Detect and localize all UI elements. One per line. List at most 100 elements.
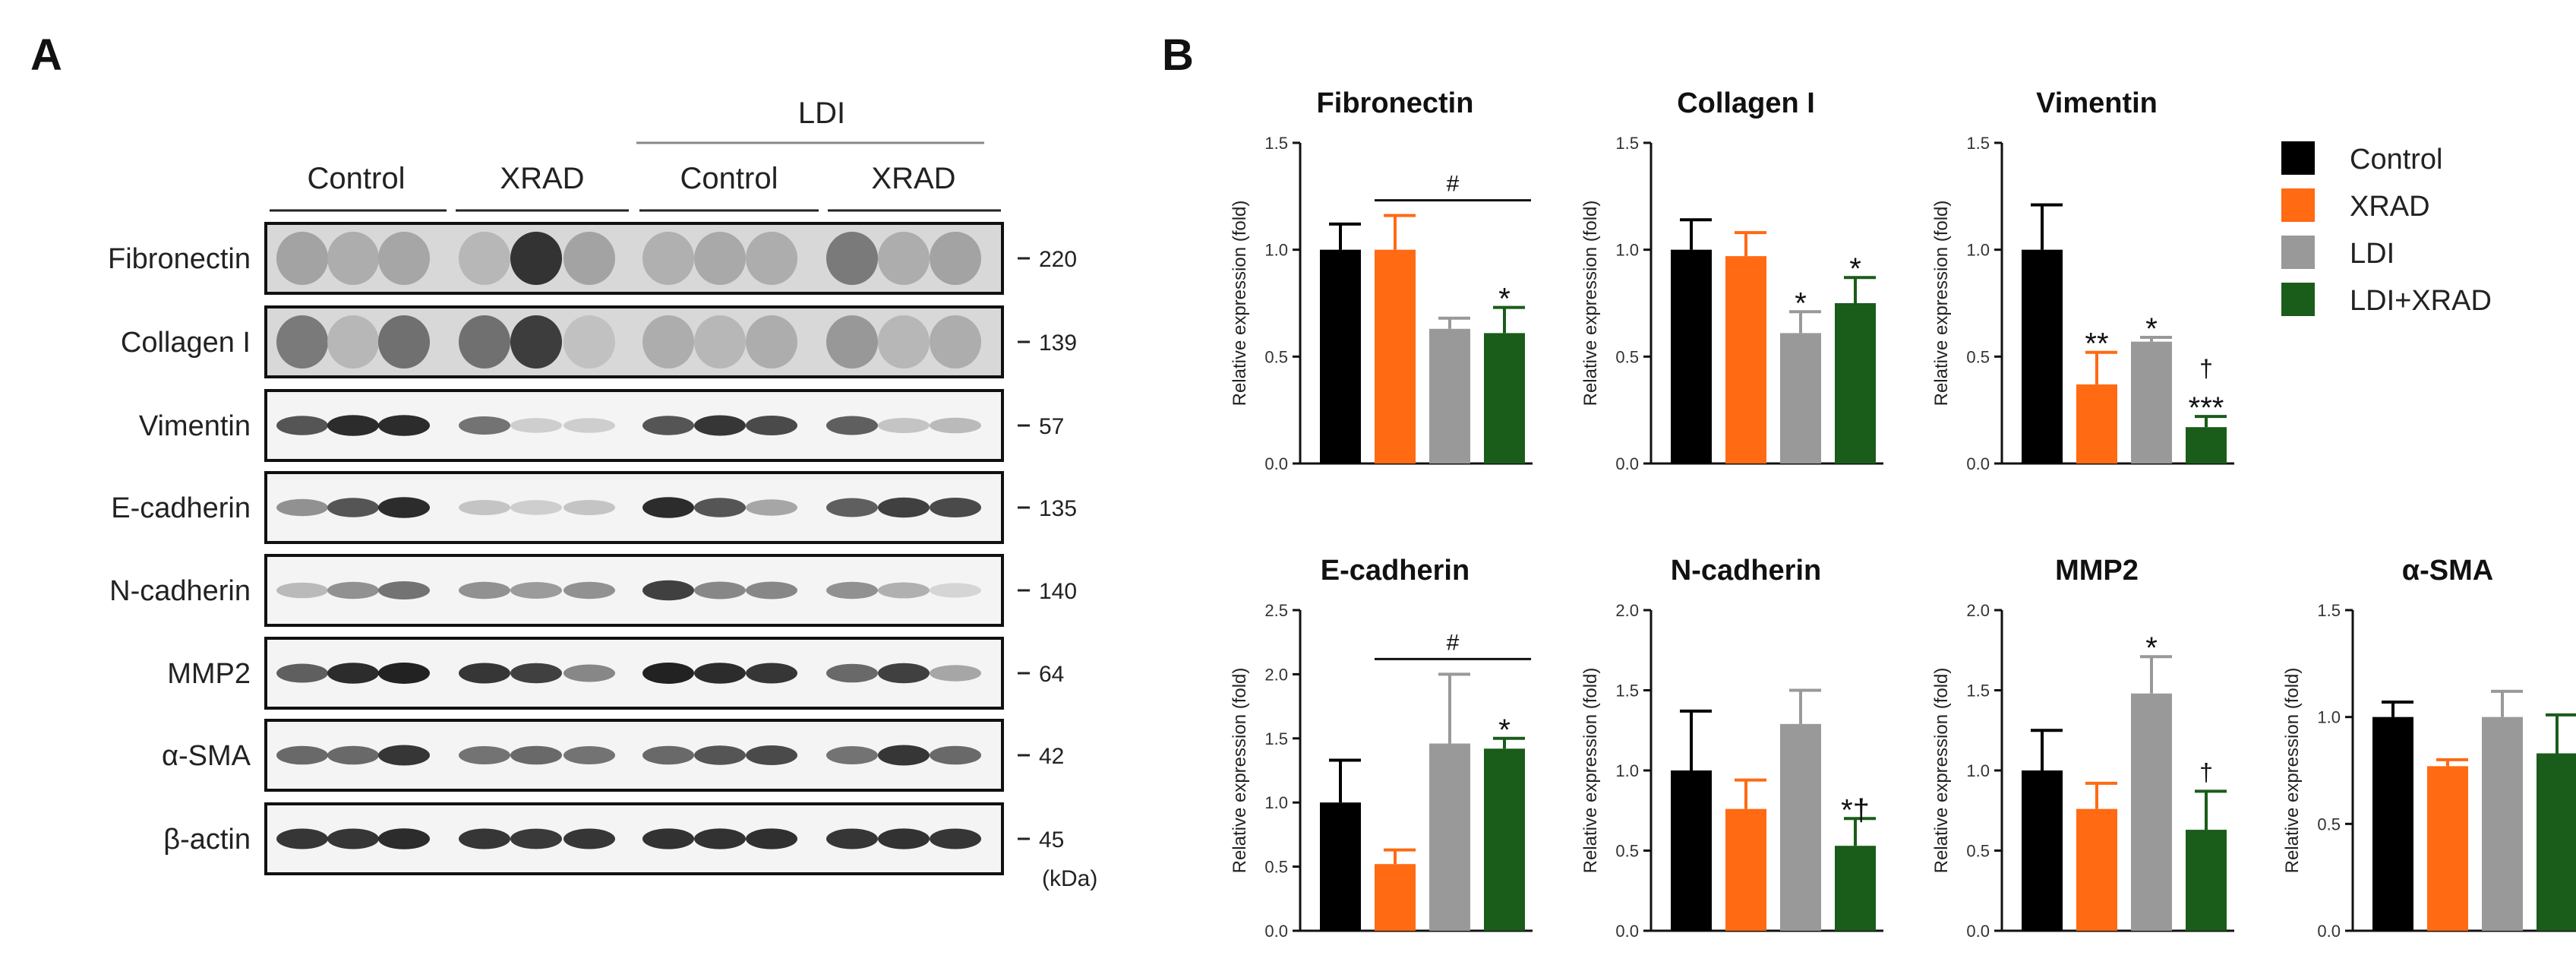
blot-band — [327, 663, 379, 684]
significance-mark: † — [2199, 355, 2213, 382]
y-tick-label: 1.5 — [1615, 682, 1639, 701]
blot-band — [930, 498, 981, 517]
significance-mark: * — [1498, 713, 1511, 747]
legend: Control XRAD LDI LDI+XRAD — [2281, 141, 2492, 317]
blot-band — [694, 828, 746, 849]
blot-band — [459, 746, 510, 764]
bar-chart: Fibronectin Relative expression (fold) 0.0… — [1230, 87, 1533, 473]
y-tick-label: 0.0 — [1615, 922, 1639, 941]
blot-band — [930, 315, 981, 369]
blot-band — [564, 828, 615, 849]
y-tick-label: 1.5 — [1264, 729, 1288, 748]
bar — [2186, 427, 2227, 463]
blot-kda-unit: (kDa) — [1042, 866, 1097, 891]
blot-band — [930, 417, 981, 434]
blot-band — [694, 415, 746, 436]
blot-band — [276, 582, 328, 599]
legend-label: LDI — [2350, 238, 2394, 270]
bar — [1429, 328, 1470, 463]
blot-band — [510, 315, 562, 369]
blot-kda-label: 220 — [1039, 247, 1077, 272]
bar-chart: Collagen I Relative expression (fold) 0.0 0… — [1580, 87, 1883, 473]
chart-title: N-cadherin — [1671, 555, 1821, 587]
blot-band — [378, 663, 430, 684]
blot-band — [642, 745, 694, 765]
blot-band — [878, 315, 930, 369]
blot-band — [694, 315, 746, 369]
y-tick-label: 0.5 — [1615, 347, 1639, 366]
blot-band — [327, 828, 379, 849]
bar — [1484, 333, 1525, 463]
blot-kda-label: 45 — [1039, 827, 1064, 853]
blot-band — [642, 663, 694, 684]
chart-title: Collagen I — [1677, 87, 1815, 119]
y-tick-label: 0.5 — [1264, 347, 1288, 366]
y-tick-label: 0.5 — [1966, 347, 1990, 366]
panel-label-b: B — [1162, 30, 1194, 80]
y-tick-label: 2.0 — [1615, 601, 1639, 620]
blot-band — [826, 498, 878, 517]
y-tick-label: 0.0 — [1264, 454, 1288, 473]
blot-row-label: MMP2 — [167, 658, 251, 690]
legend-label: XRAD — [2350, 191, 2430, 223]
western-blot-panel: LDI Control XRAD Control XRAD Fibronecti… — [108, 96, 1097, 891]
blot-group-label-ldi-control: Control — [680, 162, 778, 195]
blot-band — [510, 663, 562, 684]
blot-row-label: N-cadherin — [109, 575, 251, 607]
y-tick-label: 2.5 — [1264, 601, 1288, 620]
blot-band — [378, 415, 430, 436]
y-axis-label: Relative expression (fold) — [1230, 201, 1250, 406]
blot-band — [510, 828, 562, 849]
blot-band — [378, 315, 430, 369]
panel-label-a: A — [30, 30, 62, 80]
blot-band — [930, 828, 981, 849]
blot-band — [746, 828, 797, 849]
blot-band — [327, 498, 379, 517]
y-tick-label: 1.5 — [1966, 682, 1990, 701]
blot-band — [459, 828, 510, 849]
blot-band — [930, 583, 981, 598]
blot-band — [878, 418, 930, 433]
blot-band — [276, 828, 328, 849]
legend-swatch — [2281, 236, 2315, 269]
bar — [1780, 723, 1821, 931]
blot-band — [510, 232, 562, 285]
y-tick-label: 0.5 — [1615, 842, 1639, 861]
bar-chart: Vimentin Relative expression (fold) 0.0 0.5… — [1931, 87, 2234, 473]
blot-band — [564, 418, 615, 433]
y-tick-label: 1.0 — [1966, 761, 1990, 780]
blot-band — [878, 232, 930, 285]
blot-band — [694, 663, 746, 684]
bar-chart: α-SMA Relative expression (fold) 0.0 0.5 1.0… — [2282, 555, 2576, 941]
blot-group-label-control: Control — [308, 162, 406, 195]
blot-band — [276, 745, 328, 765]
bar — [2482, 717, 2523, 931]
legend-swatch — [2281, 188, 2315, 222]
blot-row-label: Collagen I — [121, 327, 251, 359]
significance-mark: *† — [1841, 793, 1870, 827]
y-tick-label: 1.5 — [1966, 134, 1990, 153]
chart-title: Fibronectin — [1317, 87, 1474, 119]
y-tick-label: 1.5 — [1264, 134, 1288, 153]
bar-chart-grid: Fibronectin Relative expression (fold) 0.0… — [1230, 87, 2576, 941]
bar — [2076, 384, 2117, 463]
blot-band — [746, 663, 797, 684]
y-axis-label: Relative expression (fold) — [2282, 668, 2303, 874]
blot-band — [459, 232, 510, 285]
blot-band — [378, 745, 430, 766]
blot-band — [746, 232, 797, 285]
bar — [2186, 830, 2227, 931]
blot-row-label: Fibronectin — [108, 243, 251, 275]
blot-kda-label: 139 — [1039, 331, 1077, 356]
bar — [2131, 693, 2172, 931]
legend-swatch — [2281, 283, 2315, 316]
bar — [2131, 341, 2172, 463]
blot-band — [276, 232, 328, 285]
bar — [1780, 333, 1821, 463]
y-tick-label: 0.0 — [2317, 922, 2341, 941]
blot-band — [694, 745, 746, 765]
blot-band — [930, 745, 981, 765]
significance-mark: * — [1498, 283, 1511, 316]
blot-band — [564, 315, 615, 369]
